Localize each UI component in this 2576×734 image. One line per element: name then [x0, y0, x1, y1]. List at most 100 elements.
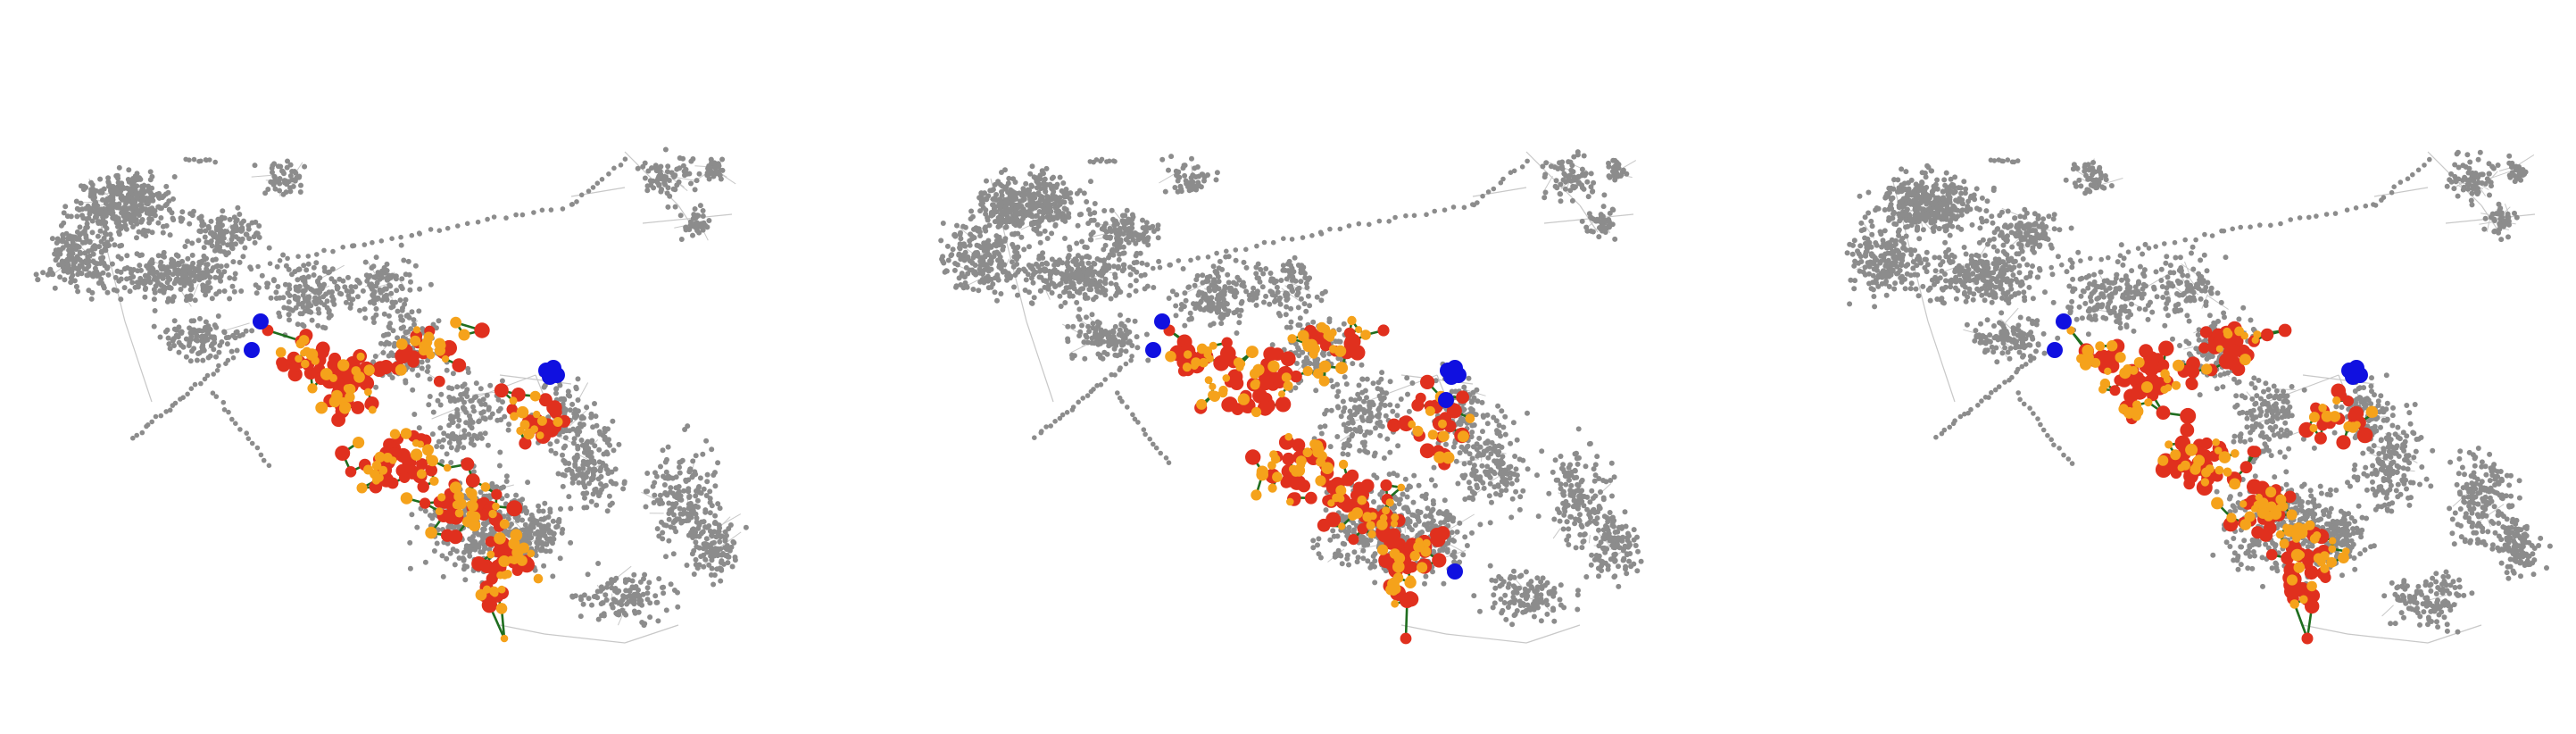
background-node: [218, 278, 224, 284]
background-node: [989, 188, 995, 194]
background-node: [1000, 246, 1006, 253]
background-node: [295, 321, 301, 328]
background-node: [143, 279, 149, 286]
background-node: [321, 247, 327, 254]
background-node: [229, 348, 235, 354]
background-node: [1037, 176, 1043, 182]
background-node: [546, 530, 553, 536]
background-node: [465, 370, 471, 375]
background-node: [1129, 225, 1135, 231]
background-node: [568, 539, 574, 546]
background-node: [136, 229, 142, 235]
background-node: [131, 218, 137, 224]
background-node: [145, 183, 152, 189]
background-node: [83, 235, 89, 241]
background-node: [1261, 299, 1267, 305]
background-node: [1069, 293, 1076, 299]
background-node: [313, 260, 320, 266]
background-node: [266, 245, 272, 251]
background-node: [1010, 231, 1015, 238]
background-node: [553, 390, 559, 396]
background-node: [209, 334, 214, 340]
background-node: [1097, 282, 1103, 288]
background-node: [130, 224, 136, 229]
background-node: [1009, 202, 1015, 207]
background-node: [126, 167, 132, 173]
background-node: [1068, 199, 1075, 205]
background-node: [207, 326, 213, 332]
background-edge: [458, 411, 482, 413]
background-node: [62, 204, 69, 210]
background-node: [224, 263, 229, 269]
background-node: [296, 266, 303, 272]
background-node: [1051, 188, 1057, 195]
background-node: [33, 271, 39, 278]
background-node: [1101, 246, 1107, 253]
background-node: [102, 241, 108, 247]
background-node: [374, 279, 380, 286]
background-node: [700, 208, 706, 213]
background-node: [1062, 300, 1068, 305]
background-node: [1054, 269, 1060, 275]
background-node: [380, 332, 386, 338]
background-node: [189, 240, 195, 246]
background-node: [217, 227, 223, 233]
background-node: [669, 475, 676, 481]
background-node: [588, 455, 594, 460]
background-node: [1145, 242, 1151, 248]
background-node: [573, 384, 579, 390]
background-node: [419, 359, 425, 365]
background-node: [65, 262, 71, 268]
background-node: [479, 530, 486, 537]
background-node: [382, 341, 388, 347]
background-node: [978, 190, 985, 196]
background-edge: [1588, 535, 1591, 544]
background-node: [1107, 225, 1113, 231]
background-node: [87, 271, 93, 277]
background-node: [461, 556, 467, 563]
background-node: [660, 585, 665, 590]
background-node: [1010, 196, 1016, 202]
background-node: [663, 554, 669, 560]
background-node: [212, 159, 218, 165]
background-node: [576, 480, 582, 486]
background-edge: [499, 624, 545, 635]
background-node: [1112, 271, 1118, 278]
background-node: [729, 563, 735, 570]
background-node: [158, 215, 164, 221]
background-node: [601, 613, 607, 619]
background-node: [285, 305, 291, 312]
background-node: [1027, 204, 1034, 211]
background-node: [130, 267, 137, 272]
background-node: [622, 577, 628, 583]
background-node: [1140, 236, 1146, 241]
background-node: [73, 198, 79, 204]
background-node: [1062, 236, 1068, 241]
background-node: [985, 246, 991, 253]
background-node: [709, 557, 715, 563]
background-node: [661, 177, 668, 183]
background-node: [581, 482, 587, 488]
background-node: [422, 508, 428, 514]
background-node: [142, 272, 148, 279]
background-node: [1036, 274, 1043, 280]
background-node: [101, 235, 107, 241]
background-node: [471, 395, 478, 401]
background-node: [145, 422, 151, 428]
background-node: [1253, 302, 1259, 308]
background-node: [655, 618, 661, 624]
background-node: [160, 275, 166, 281]
background-node: [701, 486, 707, 492]
background-node: [1114, 238, 1120, 245]
background-node: [147, 177, 154, 183]
background-node: [461, 428, 468, 434]
background-node: [64, 256, 71, 263]
background-node: [187, 221, 193, 227]
orange-node: [307, 383, 318, 394]
background-node: [253, 231, 259, 238]
background-node: [398, 325, 404, 331]
background-node: [588, 439, 594, 446]
background-node: [357, 307, 362, 313]
background-node: [101, 260, 107, 266]
background-node: [1059, 217, 1066, 223]
